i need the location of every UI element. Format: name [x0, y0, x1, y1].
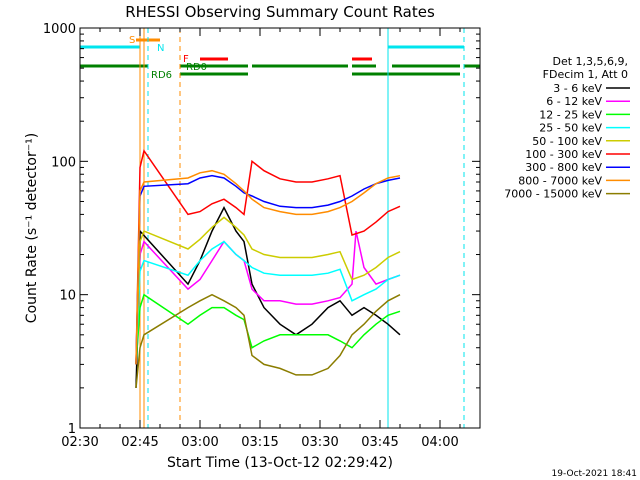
flag-label-flare: F: [183, 54, 189, 65]
axes: 02:30 02:45 03:00 03:15 03:30 03:45 04:00 1 10 10…: [43, 22, 481, 450]
series-line: [135, 148, 401, 365]
flag-label-saa: S: [129, 35, 135, 46]
legend-entry-label: 50 - 100 keV: [532, 135, 602, 148]
x-tick-label: 02:30: [61, 435, 98, 450]
flag-label-rd0: RD0: [186, 62, 207, 73]
x-axis-label: Start Time (13-Oct-12 02:29:42): [167, 455, 393, 471]
flag-label-night: N: [157, 43, 164, 54]
legend-entry-label: 100 - 300 keV: [525, 148, 602, 161]
flag-label-rd6: RD6: [151, 70, 172, 81]
series-line: [135, 293, 401, 388]
series-line: [135, 230, 401, 365]
footer-date: 19-Oct-2021 18:41: [552, 469, 637, 479]
legend-header: Det 1,3,5,6,9,: [552, 55, 628, 68]
x-tick-label: 03:30: [301, 435, 338, 450]
series-line: [135, 169, 401, 365]
x-tick-label: 04:00: [421, 435, 458, 450]
legend-entry-label: 7000 - 15000 keV: [504, 188, 602, 201]
y-tick-label: 10: [59, 289, 76, 304]
y-axis-label: Count Rate (s⁻¹ detector⁻¹): [24, 133, 40, 323]
y-tick-label: 1: [68, 422, 76, 437]
legend-entry-label: 12 - 25 keV: [539, 108, 602, 121]
series-line: [135, 174, 401, 365]
legend-entry-label: 800 - 7000 keV: [518, 174, 602, 187]
chart-title: RHESSI Observing Summary Count Rates: [125, 3, 435, 21]
series-line: [135, 216, 401, 365]
legend-header: FDecim 1, Att 0: [543, 68, 628, 81]
x-tick-label: 02:45: [121, 435, 158, 450]
series-line: [135, 205, 401, 388]
x-tick-label: 03:15: [241, 435, 278, 450]
series-line: [135, 293, 401, 365]
y-tick-label: 1000: [43, 22, 76, 37]
x-tick-label: 03:45: [361, 435, 398, 450]
legend-entry-label: 3 - 6 keV: [553, 82, 602, 95]
y-tick-label: 100: [51, 155, 76, 170]
x-tick-label: 03:00: [181, 435, 218, 450]
series-line: [135, 240, 401, 365]
legend-entry-label: 25 - 50 keV: [539, 122, 602, 135]
legend-entry-label: 6 - 12 keV: [546, 95, 602, 108]
legend: Det 1,3,5,6,9,FDecim 1, Att 03 - 6 keV6 …: [504, 55, 630, 201]
series-group: [135, 148, 401, 388]
legend-entry-label: 300 - 800 keV: [525, 161, 602, 174]
